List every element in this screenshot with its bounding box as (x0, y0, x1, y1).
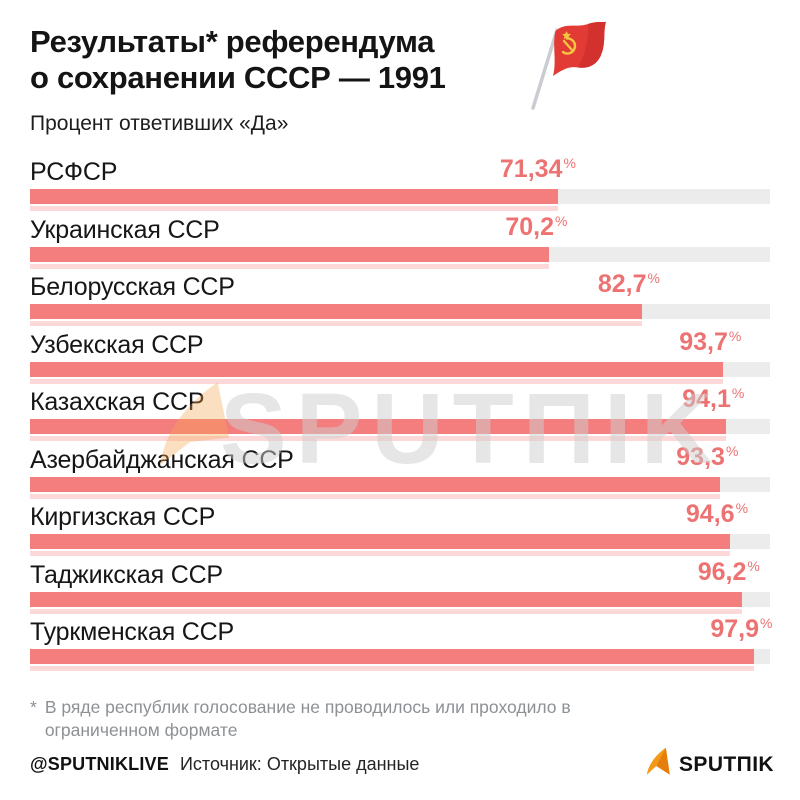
republic-label: Азербайджанская ССР (30, 445, 294, 474)
row-head: Узбекская ССР 93,7% (30, 327, 770, 362)
percent-sign: % (647, 270, 660, 286)
footnote-marker: * (30, 696, 37, 717)
row-head: Азербайджанская ССР 93,3% (30, 442, 770, 477)
bar-value-number: 94,1 (682, 385, 731, 413)
bar-reflection (30, 206, 558, 211)
footnote-text: В ряде республик голосование не проводил… (44, 696, 571, 740)
bar-value-label: 93,3% (676, 442, 739, 473)
ussr-flag-icon (505, 14, 615, 114)
republic-label: Казахская ССР (30, 388, 205, 416)
republic-label: Киргизская ССР (30, 503, 216, 531)
percent-sign: % (563, 155, 576, 171)
chart-row: РСФСР 71,34% (30, 154, 770, 212)
bar-reflection (30, 608, 742, 614)
bar-fill (30, 361, 724, 377)
republic-label: Таджикская ССР (30, 560, 223, 589)
bar-value-number: 94,6 (685, 500, 735, 528)
bar-value-label: 94,1% (682, 385, 745, 415)
bar-reflection (30, 378, 724, 384)
bar-track (30, 591, 770, 607)
bar-value-label: 93,7% (679, 327, 742, 358)
bar-track (30, 361, 770, 377)
chart-row: Казахская ССР 94,1% (30, 384, 770, 442)
bar-reflection (30, 666, 755, 671)
bar-value-number: 96,2 (697, 557, 747, 586)
bar-value-number: 93,3 (676, 442, 725, 471)
row-head: Казахская ССР 94,1% (30, 384, 770, 419)
republic-label: Узбекская ССР (30, 330, 204, 359)
bar-value-number: 70,2 (505, 212, 555, 241)
bar-fill (30, 419, 727, 434)
row-head: Украинская ССР 70,2% (30, 212, 770, 247)
bar-track (30, 534, 770, 549)
percent-sign: % (731, 385, 745, 401)
bar-track (30, 246, 770, 262)
percent-sign: % (747, 557, 760, 574)
chart-row: Туркменская ССР 97,9% (30, 614, 773, 672)
title-line-1: Результаты* референдума (30, 24, 435, 59)
bar-value-number: 82,7 (597, 270, 647, 298)
bar-fill (30, 591, 742, 607)
bar-fill (30, 246, 550, 262)
bar-track (30, 476, 770, 492)
row-head: Туркменская ССР 97,9% (30, 614, 773, 649)
bar-value-label: 97,9% (710, 615, 773, 645)
row-head: РСФСР 71,34% (30, 154, 770, 189)
chart-row: Белорусская ССР 82,7% (30, 269, 770, 327)
bar-fill (30, 304, 642, 319)
chart-row: Киргизская ССР 94,6% (30, 499, 770, 557)
sputnik-flame-icon (646, 747, 673, 782)
social-handle: @SPUTNIKLIVE (30, 754, 169, 774)
bar-reflection (30, 263, 550, 269)
chart-row: Украинская ССР 70,2% (30, 212, 770, 270)
bar-track (30, 304, 770, 319)
data-source: Источник: Открытые данные (179, 754, 420, 774)
percent-sign: % (555, 212, 568, 229)
republic-label: РСФСР (30, 158, 118, 186)
page-title: Результаты* референдума о сохранении ССС… (30, 24, 770, 96)
bar-track (30, 419, 770, 434)
bar-value-number: 93,7 (679, 327, 728, 356)
percent-sign: % (728, 327, 742, 344)
percent-sign: % (735, 500, 749, 516)
republic-label: Белорусская ССР (30, 273, 235, 301)
chart-row: Азербайджанская ССР 93,3% (30, 442, 770, 500)
percent-sign: % (760, 615, 773, 631)
footer: @SPUTNIKLIVE Источник: Открытые данные S… (30, 747, 774, 782)
chart-subtitle: Процент ответивших «Да» (30, 112, 289, 135)
bar-reflection (30, 493, 721, 499)
bar-reflection (30, 551, 731, 556)
bar-track (30, 189, 770, 204)
chart-row: Таджикская ССР 96,2% (30, 557, 770, 615)
bar-track (30, 649, 770, 664)
credit-line: @SPUTNIKLIVE Источник: Открытые данные (30, 754, 419, 775)
row-head: Таджикская ССР 96,2% (30, 557, 770, 592)
bar-reflection (30, 321, 642, 326)
row-head: Белорусская ССР 82,7% (30, 269, 770, 304)
bar-value-label: 71,34% (499, 155, 576, 185)
footnote: * В ряде республик голосование не провод… (30, 696, 770, 742)
republic-label: Украинская ССР (30, 215, 220, 244)
bar-fill (30, 476, 721, 492)
title-line-2: о сохранении СССР — 1991 (30, 60, 446, 95)
bar-fill (30, 189, 558, 204)
percent-sign: % (725, 442, 739, 459)
sputnik-wordmark: SPUTΠIK (679, 752, 774, 776)
bar-value-label: 82,7% (597, 270, 660, 300)
bar-fill (30, 534, 731, 549)
bar-fill (30, 649, 755, 664)
header: Результаты* референдума о сохранении ССС… (30, 21, 770, 110)
republic-label: Туркменская ССР (30, 618, 234, 646)
bar-value-label: 96,2% (697, 557, 760, 588)
chart-row: Узбекская ССР 93,7% (30, 327, 770, 385)
bar-value-number: 97,9 (710, 615, 759, 643)
sputnik-logo: SPUTΠIK (646, 747, 774, 782)
bar-value-label: 94,6% (685, 500, 749, 530)
bar-reflection (30, 436, 727, 441)
row-head: Киргизская ССР 94,6% (30, 499, 770, 534)
bar-value-number: 71,34 (499, 155, 563, 183)
bar-chart: РСФСР 71,34% Украинская ССР 70,2% Белору… (30, 154, 773, 672)
bar-value-label: 70,2% (505, 212, 568, 243)
